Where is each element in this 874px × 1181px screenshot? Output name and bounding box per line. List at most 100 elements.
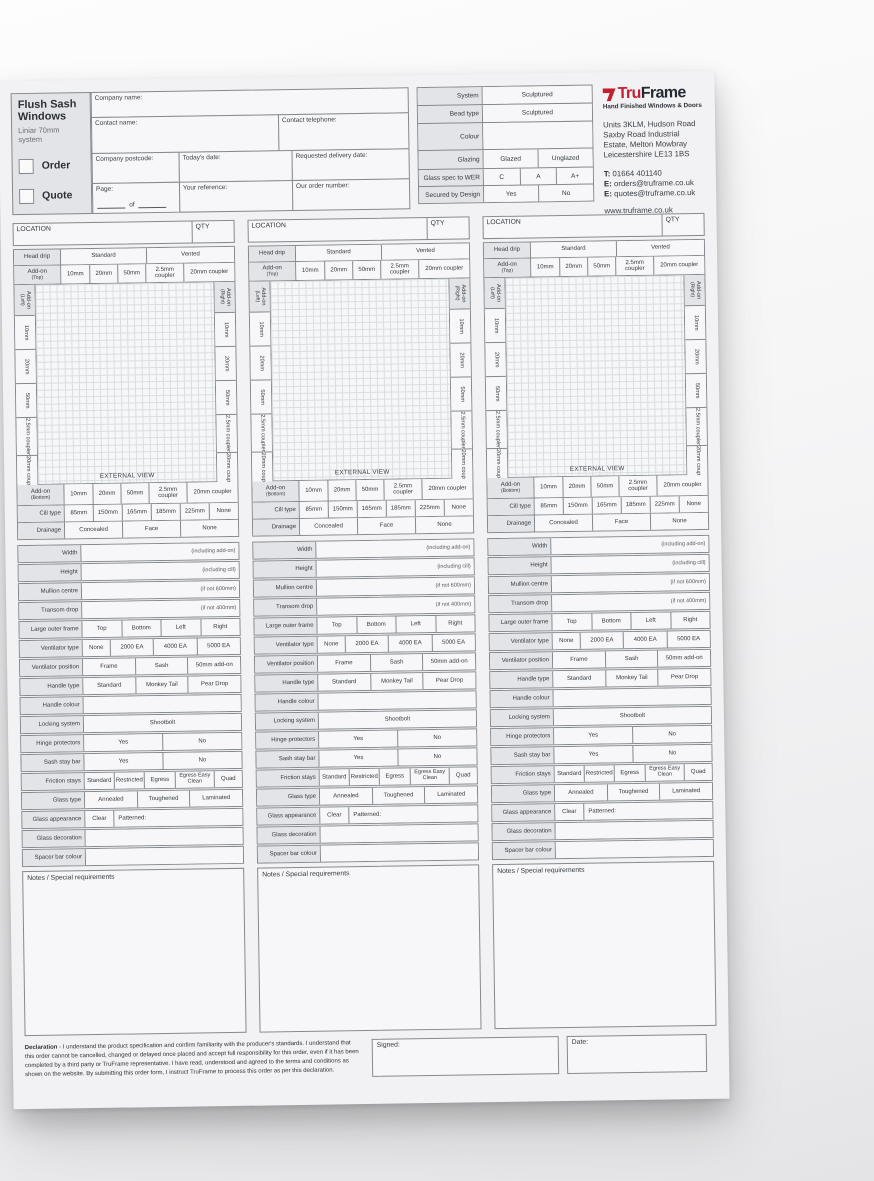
addon-option-cell[interactable]: 20mm — [250, 345, 271, 380]
height-field[interactable]: (including cill) — [551, 554, 709, 574]
mullion-centre-field[interactable]: (if not 600mm) — [316, 577, 475, 596]
option-cell[interactable]: Top — [317, 617, 357, 634]
option-cell[interactable]: 5000 EA — [666, 630, 710, 648]
option-cell[interactable]: Bottom — [120, 620, 161, 637]
addon-option-cell[interactable]: 20mm — [15, 348, 36, 384]
option-cell[interactable]: Standard — [553, 670, 606, 688]
cill-option-cell[interactable]: 225mm — [179, 503, 209, 520]
option-cell[interactable]: No — [397, 748, 477, 766]
option-cell[interactable]: 2000 EA — [579, 632, 624, 649]
option-cell[interactable]: Sash — [369, 654, 423, 671]
option-cell[interactable]: Pear Drop — [187, 675, 241, 693]
option-cell[interactable]: Yes — [554, 746, 633, 764]
addon-option-cell[interactable]: 20mm — [327, 480, 356, 501]
addon-option-cell[interactable]: 20mm — [685, 338, 706, 374]
page-number-blank[interactable] — [97, 201, 126, 209]
option-cell[interactable]: No — [162, 732, 242, 751]
option-cell[interactable]: Clear — [320, 807, 349, 824]
addon-option-cell[interactable]: 50mm — [15, 382, 37, 418]
addon-option-cell[interactable]: 50mm — [355, 479, 384, 501]
addon-option-cell[interactable]: 2.5mm coupler — [216, 413, 237, 453]
addon-option-cell[interactable]: 20mm — [485, 341, 506, 377]
head-drip-option-standard[interactable]: Standard — [60, 248, 147, 265]
addon-option-cell[interactable]: 10mm — [534, 477, 563, 498]
option-cell[interactable]: 5000 EA — [196, 637, 240, 655]
order-checkbox[interactable] — [18, 158, 34, 174]
patterned-field[interactable]: Patterned: — [348, 805, 478, 824]
glass-decoration-field[interactable] — [555, 820, 713, 840]
cill-option-cell[interactable]: 150mm — [562, 497, 592, 515]
option-cell[interactable]: Bottom — [590, 613, 631, 630]
option-cell[interactable]: Frame — [552, 651, 605, 669]
addon-option-cell[interactable]: 2.5mm coupler — [686, 406, 707, 446]
option-cell[interactable]: Top — [82, 620, 122, 638]
option-cell[interactable]: Clear — [555, 803, 584, 821]
mullion-centre-field[interactable]: (if not 600mm) — [551, 573, 710, 593]
option-cell[interactable]: Egress — [613, 764, 645, 782]
colour-value-field[interactable] — [483, 121, 593, 150]
width-field[interactable]: (including add-on) — [316, 539, 474, 558]
page-field[interactable]: Page: of — [91, 181, 181, 214]
addon-option-cell[interactable]: 2.5mm coupler — [148, 482, 187, 504]
cill-option-cell[interactable]: 225mm — [649, 496, 679, 513]
drainage-option-cell[interactable]: Concealed — [534, 514, 593, 532]
cill-option-cell[interactable]: 85mm — [64, 505, 93, 522]
external-view-grid[interactable]: EXTERNAL VIEW — [35, 282, 217, 484]
date-field[interactable]: Date: — [566, 1033, 708, 1075]
option-cell[interactable]: Monkey Tail — [134, 676, 188, 694]
handle-colour-field[interactable] — [318, 691, 476, 710]
drainage-option-cell[interactable]: None — [414, 516, 474, 534]
height-field[interactable]: (including cill) — [81, 561, 239, 581]
option-cell[interactable]: Annealed — [319, 787, 372, 805]
option-cell[interactable]: Yes — [319, 730, 398, 748]
spacer-bar-colour-field[interactable] — [320, 843, 479, 862]
cill-option-cell[interactable]: 150mm — [327, 501, 357, 518]
option-cell[interactable]: Egress Easy Clean — [174, 771, 214, 788]
addon-option-cell[interactable]: 50mm — [117, 264, 146, 283]
company-postcode-field[interactable]: Company postcode: — [91, 151, 180, 184]
cill-option-cell[interactable]: None — [208, 502, 238, 520]
addon-option-cell[interactable]: 10mm — [449, 308, 471, 343]
option-cell[interactable]: Clear — [85, 810, 114, 828]
addon-option-cell[interactable]: 10mm — [296, 261, 325, 280]
qty-field[interactable]: QTY — [191, 220, 234, 243]
option-cell[interactable]: Pear Drop — [422, 672, 476, 690]
page-total-blank[interactable] — [138, 200, 167, 209]
addon-option-cell[interactable]: 20mm coupler — [186, 481, 238, 503]
wer-option-a[interactable]: A — [519, 168, 557, 185]
addon-option-cell[interactable]: 20mm — [92, 483, 121, 505]
addon-option-cell[interactable]: 50mm — [450, 376, 472, 411]
addon-option-cell[interactable]: 2.5mm coupler — [618, 475, 657, 497]
option-cell[interactable]: 50mm add-on — [657, 649, 711, 667]
cill-option-cell[interactable]: 185mm — [385, 500, 415, 517]
option-cell[interactable]: Annealed — [84, 791, 137, 809]
option-cell[interactable]: 4000 EA — [622, 631, 667, 649]
cill-option-cell[interactable]: 185mm — [150, 503, 180, 521]
cill-option-cell[interactable]: 225mm — [414, 499, 444, 517]
addon-option-cell[interactable]: 20mm — [215, 345, 236, 381]
option-cell[interactable]: Left — [630, 612, 671, 630]
sbd-option-no[interactable]: No — [538, 184, 594, 202]
option-cell[interactable]: Quad — [213, 770, 242, 788]
option-cell[interactable]: Monkey Tail — [369, 673, 423, 690]
option-cell[interactable]: No — [397, 729, 477, 747]
option-cell[interactable]: Quad — [683, 763, 712, 781]
external-view-grid[interactable]: EXTERNAL VIEW — [270, 278, 452, 481]
addon-option-cell[interactable]: 20mm — [89, 264, 118, 284]
your-reference-field[interactable]: Your reference: — [178, 180, 294, 213]
drainage-option-cell[interactable]: Face — [591, 513, 651, 531]
head-drip-option-vented[interactable]: Vented — [145, 246, 235, 264]
qty-field[interactable]: QTY — [426, 217, 469, 240]
cill-option-cell[interactable]: 165mm — [356, 500, 386, 518]
option-cell[interactable]: Laminated — [424, 786, 478, 804]
option-cell[interactable]: Pear Drop — [657, 668, 711, 686]
option-cell[interactable]: Quad — [448, 767, 477, 784]
option-cell[interactable]: 50mm add-on — [422, 653, 476, 671]
wer-option-c[interactable]: C — [483, 168, 520, 186]
option-cell[interactable]: Restricted — [348, 768, 379, 786]
addon-option-cell[interactable]: 10mm — [484, 307, 506, 343]
addon-option-cell[interactable]: 50mm — [352, 260, 381, 280]
option-cell[interactable]: Right — [434, 615, 475, 632]
addon-option-cell[interactable]: 20mm coupler — [653, 255, 705, 275]
drainage-option-cell[interactable]: None — [179, 519, 239, 537]
